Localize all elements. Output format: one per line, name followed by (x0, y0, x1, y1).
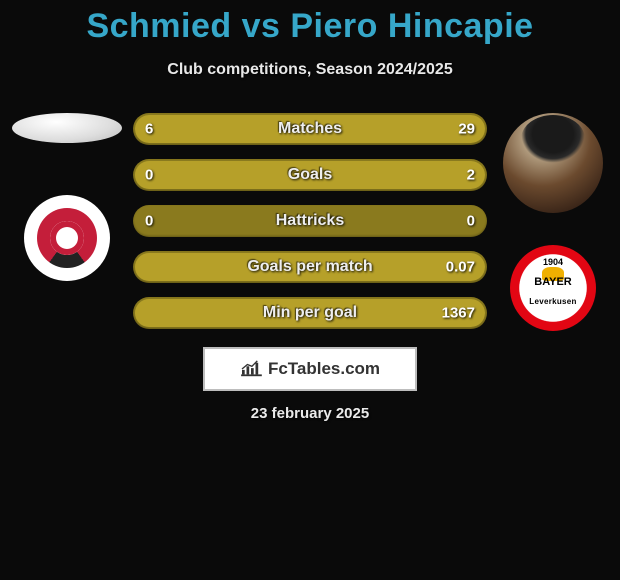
club-name-line1: BAYER (510, 277, 596, 288)
stat-bar-goals-per-match: Goals per match 0.07 (133, 251, 487, 283)
main-row: Matches 6 29 Goals 0 2 Hattricks 0 0 Goals per ma… (0, 113, 620, 331)
stat-label: Matches (278, 120, 342, 138)
stat-value-left: 6 (145, 121, 153, 138)
player2-avatar (503, 113, 603, 213)
stat-label: Goals per match (247, 258, 372, 276)
right-column: 1904 BAYER Leverkusen (493, 113, 613, 331)
branding-box[interactable]: FcTables.com (203, 347, 417, 391)
stat-bar-goals: Goals 0 2 (133, 159, 487, 191)
comparison-card: Schmied vs Piero Hincapie Club competiti… (0, 0, 620, 422)
page-title: Schmied vs Piero Hincapie (86, 8, 533, 45)
stat-value-right: 2 (467, 167, 475, 184)
stat-value-right: 1367 (442, 305, 475, 322)
stat-value-right: 29 (458, 121, 475, 138)
stat-label: Min per goal (263, 304, 357, 322)
stat-value-left: 0 (145, 167, 153, 184)
stat-bar-hattricks: Hattricks 0 0 (133, 205, 487, 237)
stat-value-right: 0 (467, 213, 475, 230)
page-subtitle: Club competitions, Season 2024/2025 (167, 61, 452, 79)
stat-value-left: 0 (145, 213, 153, 230)
player1-avatar (12, 113, 122, 143)
footer-date: 23 february 2025 (251, 405, 369, 422)
stat-bar-min-per-goal: Min per goal 1367 (133, 297, 487, 329)
left-column (7, 113, 127, 281)
club-name-line2: Leverkusen (510, 297, 596, 306)
stat-value-right: 0.07 (446, 259, 475, 276)
stat-label: Goals (288, 166, 332, 184)
stat-fill-left (135, 115, 195, 143)
stats-column: Matches 6 29 Goals 0 2 Hattricks 0 0 Goals per ma… (133, 113, 487, 329)
club-year: 1904 (543, 257, 563, 267)
barchart-icon (240, 360, 262, 378)
player2-club-logo: 1904 BAYER Leverkusen (510, 245, 596, 331)
branding-text: FcTables.com (268, 359, 380, 379)
player1-club-logo (24, 195, 110, 281)
stat-label: Hattricks (276, 212, 344, 230)
stat-bar-matches: Matches 6 29 (133, 113, 487, 145)
